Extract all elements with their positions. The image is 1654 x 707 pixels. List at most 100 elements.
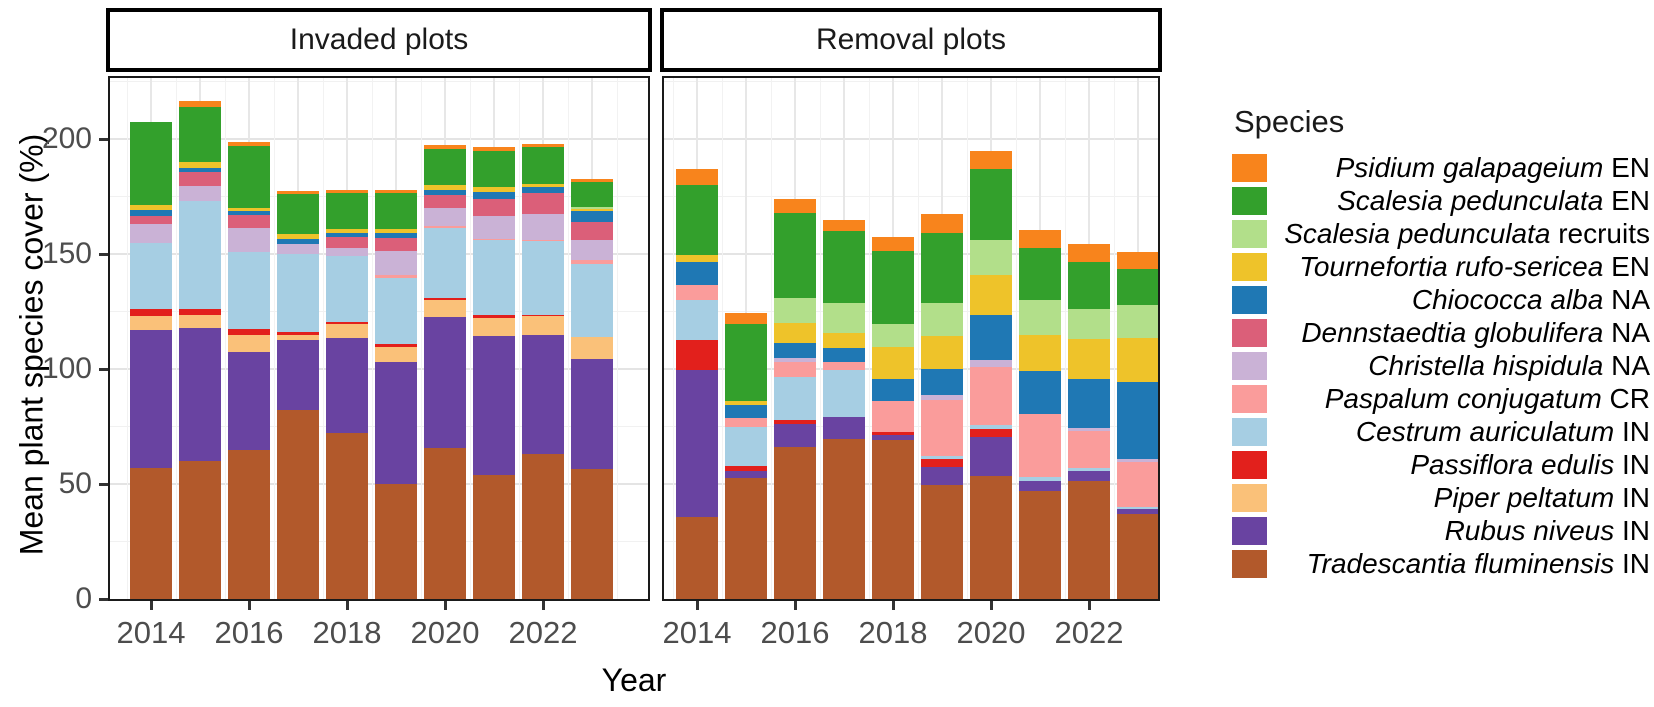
bar-segment <box>676 168 718 185</box>
bar-segment <box>1019 300 1061 335</box>
bar-segment <box>424 185 466 190</box>
bar-segment <box>1117 268 1158 305</box>
gridline-vertical-minor <box>721 78 723 599</box>
bar-segment <box>130 204 172 211</box>
legend-item-status: IN <box>1614 482 1650 513</box>
legend-swatch <box>1232 550 1267 578</box>
stacked-bar-2023 <box>571 179 613 599</box>
bar-segment <box>375 189 417 194</box>
bar-segment <box>130 309 172 317</box>
panel-removal-plots <box>662 76 1160 601</box>
gridline-vertical-minor <box>371 78 373 599</box>
x-axis-tick <box>248 601 251 610</box>
x-tick-label: 2022 <box>508 615 578 650</box>
stacked-bar-2019 <box>375 189 417 599</box>
bar-segment <box>228 208 270 212</box>
bar-segment <box>522 240 564 242</box>
legend-items: Psidium galapageium EN Scalesia peduncula… <box>1232 154 1650 578</box>
y-tick-label: 150 <box>41 237 92 270</box>
bar-segment <box>277 243 319 254</box>
bar-segment <box>970 274 1012 315</box>
x-axis-tick <box>444 601 447 610</box>
bar-segment <box>823 333 865 349</box>
bar-segment <box>725 471 767 479</box>
gridline-horizontal-minor <box>664 80 1158 82</box>
bar-segment <box>424 300 466 318</box>
bar-segment <box>179 162 221 168</box>
bar-segment <box>424 195 466 208</box>
bar-segment <box>823 348 865 363</box>
legend-item: Christella hispidula NA <box>1232 352 1650 380</box>
gridline-vertical-minor <box>966 78 968 599</box>
facet-strip-label: Removal plots <box>815 23 1007 56</box>
x-axis-tick <box>150 601 153 610</box>
legend-swatch <box>1232 352 1267 380</box>
x-axis-tick <box>892 601 895 610</box>
legend-item-label: Tournefortia rufo-sericea EN <box>1299 251 1650 282</box>
bar-segment <box>277 332 319 335</box>
legend-swatch <box>1232 187 1267 215</box>
legend-item: Chiococca alba NA <box>1232 286 1650 314</box>
bar-segment <box>1019 248 1061 300</box>
bar-segment <box>473 318 515 336</box>
stacked-bar-2021 <box>473 147 515 599</box>
bar-segment <box>970 475 1012 599</box>
stacked-bar-2016 <box>774 198 816 599</box>
bar-segment <box>823 417 865 440</box>
legend-swatch <box>1232 253 1267 281</box>
bar-segment <box>1019 413 1061 478</box>
bar-segment <box>473 239 515 241</box>
bar-segment <box>473 335 515 475</box>
bar-segment <box>375 362 417 484</box>
bar-segment <box>1019 480 1061 491</box>
legend-item: Scalesia pedunculata EN <box>1232 187 1650 215</box>
legend-item: Tournefortia rufo-sericea EN <box>1232 253 1650 281</box>
x-tick-label: 2018 <box>858 615 928 650</box>
y-axis-tick <box>99 598 108 601</box>
gridline-horizontal-minor <box>110 80 648 82</box>
bar-segment <box>277 239 319 244</box>
bar-segment <box>774 198 816 213</box>
legend-swatch <box>1232 517 1267 545</box>
stacked-bar-2017 <box>823 219 865 599</box>
gridline-vertical-minor <box>1113 78 1115 599</box>
bar-segment <box>725 312 767 325</box>
bar-segment <box>872 379 914 402</box>
bar-segment <box>424 208 466 227</box>
legend-item: Cestrum auriculatum IN <box>1232 418 1650 446</box>
legend-item: Piper peltatum IN <box>1232 484 1650 512</box>
legend-item: Rubus niveus IN <box>1232 517 1650 545</box>
bar-segment <box>872 347 914 380</box>
legend-item-label: Paspalum conjugatum CR <box>1324 383 1650 414</box>
facet-strip-label: Invaded plots <box>289 23 469 56</box>
bar-segment <box>1019 334 1061 372</box>
bar-segment <box>1117 458 1158 463</box>
bar-segment <box>130 121 172 205</box>
bar-segment <box>774 424 816 448</box>
bar-segment <box>725 404 767 419</box>
bar-segment <box>872 236 914 251</box>
bar-segment <box>774 362 816 378</box>
y-tick-label: 0 <box>75 582 92 615</box>
bar-segment <box>375 233 417 238</box>
y-axis-tick <box>99 138 108 141</box>
gridline-vertical-minor <box>273 78 275 599</box>
y-axis-tick <box>99 483 108 486</box>
bar-segment <box>424 144 466 150</box>
bar-segment <box>424 189 466 196</box>
bar-segment <box>130 467 172 599</box>
stacked-bar-2023 <box>1117 251 1158 599</box>
x-axis-tick <box>1088 601 1091 610</box>
panel-invaded-plots <box>108 76 650 601</box>
bar-segment <box>179 101 221 107</box>
bar-segment <box>1117 507 1158 510</box>
bar-segment <box>375 484 417 599</box>
bar-segment <box>571 179 613 182</box>
legend-item: Passiflora edulis IN <box>1232 451 1650 479</box>
bar-segment <box>774 447 816 599</box>
bar-segment <box>725 465 767 472</box>
bar-segment <box>1019 371 1061 414</box>
bar-segment <box>774 419 816 425</box>
bar-segment <box>970 150 1012 169</box>
bar-segment <box>1117 381 1158 459</box>
